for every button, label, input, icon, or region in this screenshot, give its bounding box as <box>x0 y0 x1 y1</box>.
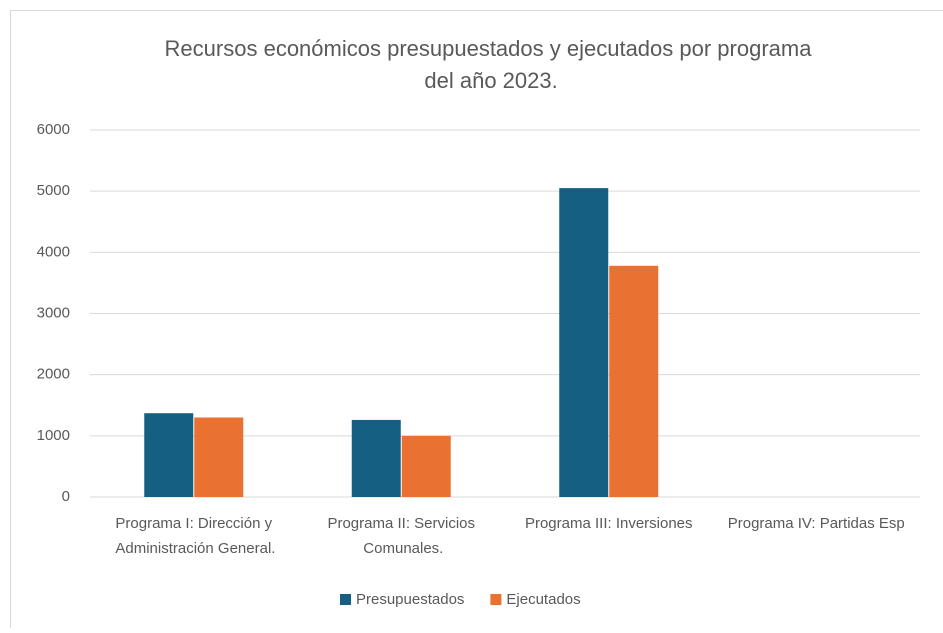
y-tick-label: 5000 <box>37 182 70 199</box>
legend-swatch <box>490 594 501 605</box>
bar <box>194 417 243 497</box>
bar <box>559 188 608 497</box>
y-tick-label: 4000 <box>37 243 70 260</box>
legend-label: Presupuestados <box>356 591 464 608</box>
legend-label: Ejecutados <box>506 591 580 608</box>
bar <box>352 420 401 497</box>
y-tick-label: 6000 <box>37 121 70 138</box>
x-tick-label: Programa IV: Partidas Esp <box>728 515 905 532</box>
x-tick-label: Programa III: Inversiones <box>525 515 693 532</box>
bar <box>144 413 193 497</box>
bar <box>402 436 451 497</box>
y-tick-label: 3000 <box>37 304 70 321</box>
chart-frame <box>11 11 943 629</box>
y-tick-label: 2000 <box>37 366 70 383</box>
y-tick-label: 0 <box>62 488 70 505</box>
legend-swatch <box>340 594 351 605</box>
y-tick-label: 1000 <box>37 427 70 444</box>
bar <box>609 266 658 497</box>
